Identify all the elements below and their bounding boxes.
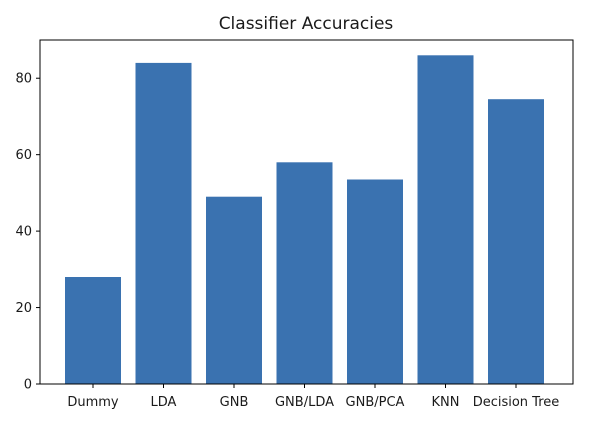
bar-knn (417, 55, 474, 385)
bar-dummy (65, 277, 121, 384)
y-tick-label: 80 (15, 72, 32, 87)
bar-gnb (206, 196, 262, 384)
x-axis: Dummy LDA GNB GNB/LDA GNB/PCA KNN Decision Tre… (67, 384, 559, 410)
x-tick-label: Decision Tree (473, 395, 560, 410)
bar-lda (135, 62, 192, 385)
plot-frame (39, 39, 574, 385)
x-tick-label: LDA (151, 395, 177, 410)
x-tick-label: GNB (220, 395, 249, 410)
y-tick-label: 20 (15, 301, 32, 316)
bar-decision-tree (488, 99, 544, 384)
bar-gnb-lda (276, 162, 333, 384)
x-tick-label: GNB/LDA (275, 395, 334, 410)
y-tick-label: 0 (24, 378, 32, 393)
chart-title: Classifier Accuracies (219, 14, 394, 34)
y-axis: 0 20 40 60 80 (15, 72, 40, 393)
x-tick-label: Dummy (67, 395, 119, 410)
x-tick-label: GNB/PCA (346, 395, 405, 410)
x-tick-label: KNN (432, 395, 460, 410)
bar-gnb-pca (347, 179, 403, 384)
y-tick-label: 40 (15, 225, 32, 240)
bars-group (65, 55, 544, 385)
y-tick-label: 60 (15, 148, 32, 163)
